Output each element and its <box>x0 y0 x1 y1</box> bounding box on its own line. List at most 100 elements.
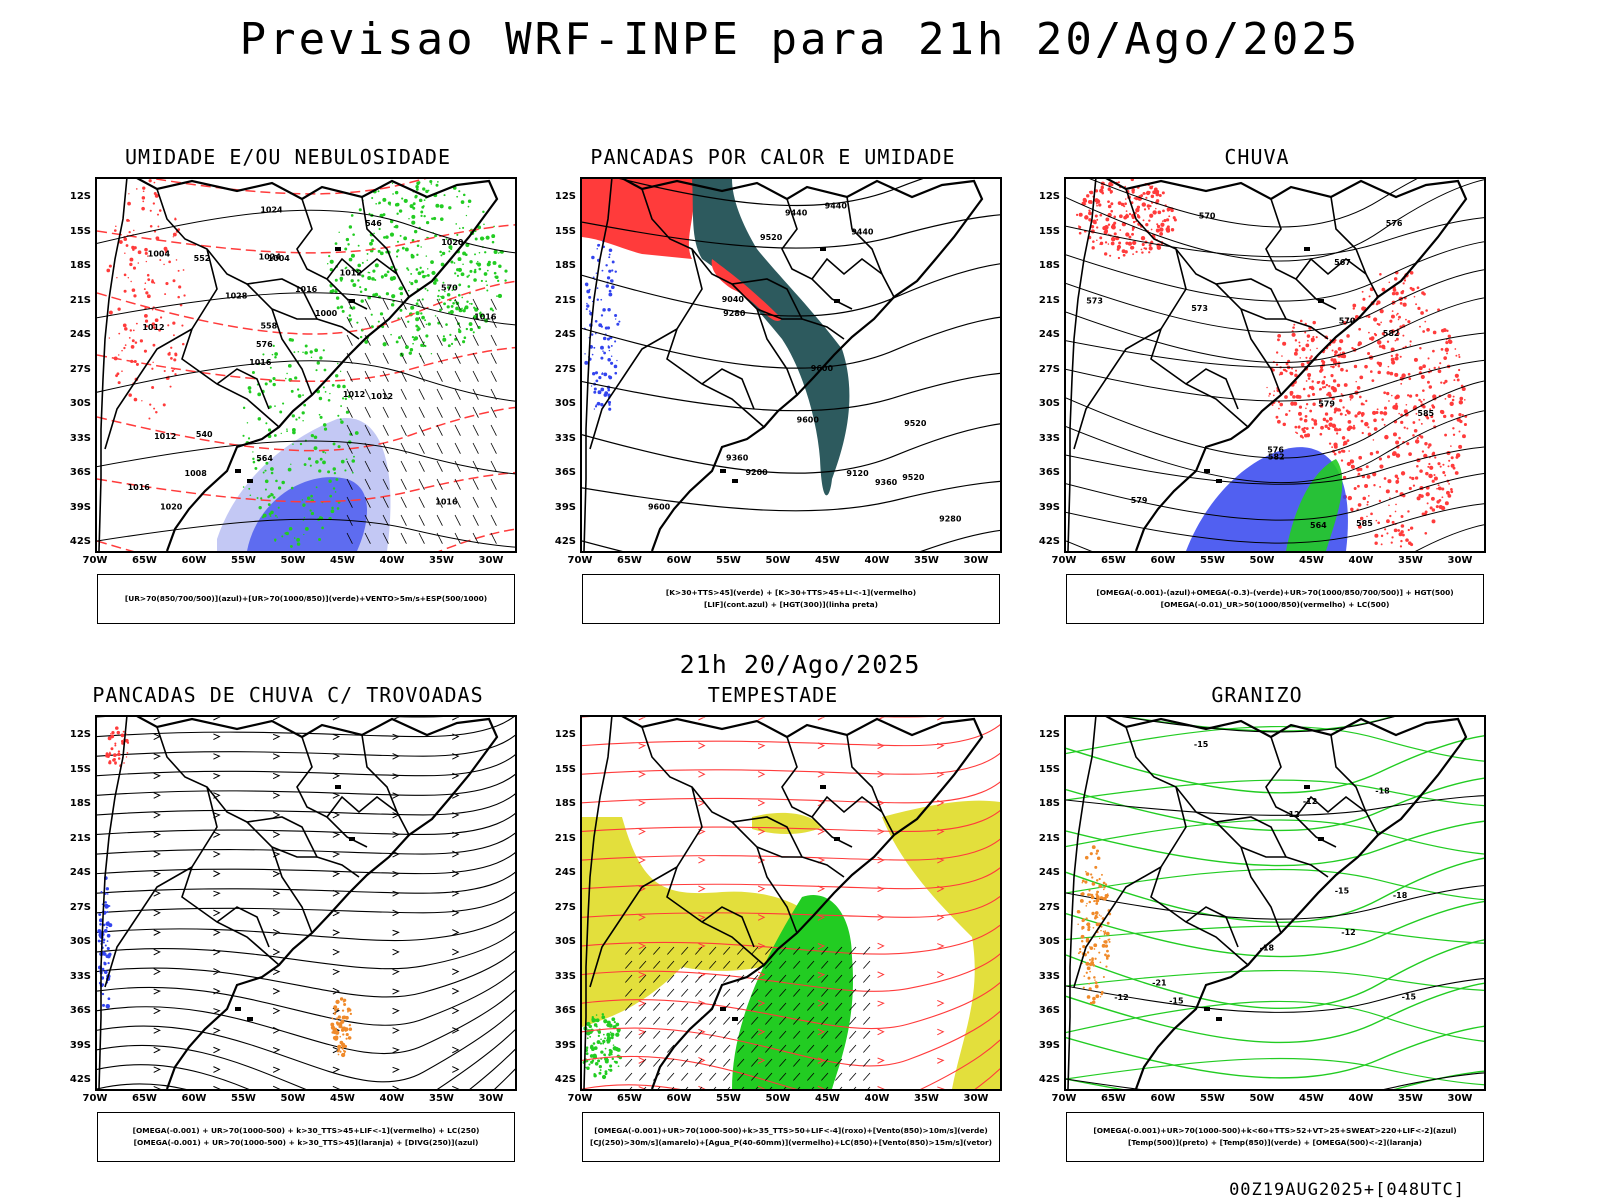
speckle <box>606 337 610 341</box>
speckle <box>281 535 284 538</box>
streamline-arrow <box>638 743 647 750</box>
speckle <box>1321 386 1325 389</box>
speckle <box>1088 211 1092 216</box>
streamline-arrow <box>757 743 766 750</box>
speckle <box>1426 380 1430 384</box>
speckle <box>1373 418 1377 423</box>
contour-line <box>1066 725 1484 762</box>
speckle <box>124 327 128 331</box>
wind-vector <box>681 1072 689 1081</box>
speckle <box>497 293 502 299</box>
speckle <box>170 346 173 349</box>
speckle <box>266 360 269 363</box>
speckle <box>1439 465 1442 468</box>
speckle <box>110 733 112 735</box>
speckle <box>479 313 484 318</box>
speckle <box>333 1030 338 1035</box>
wind-vector <box>709 1044 717 1053</box>
streamline-arrow <box>272 928 281 936</box>
streamline <box>582 781 1000 804</box>
speckle <box>379 251 384 256</box>
streamline-arrow <box>392 909 400 917</box>
wind-vector <box>821 1058 829 1067</box>
speckle <box>1148 251 1151 254</box>
speckle <box>1106 954 1110 958</box>
speckle <box>1085 939 1090 943</box>
contour-line <box>97 280 515 335</box>
state-border <box>1265 198 1337 310</box>
wind-vector <box>723 1044 731 1053</box>
contour-label: 1016 <box>128 483 151 492</box>
speckle <box>290 486 294 490</box>
speckle <box>1375 519 1378 522</box>
speckle <box>115 374 118 378</box>
speckle <box>386 270 390 274</box>
speckle <box>467 205 470 208</box>
speckle <box>340 420 344 424</box>
speckle <box>1305 356 1308 359</box>
speckle <box>1104 953 1107 957</box>
wind-vector <box>779 1016 787 1025</box>
speckle <box>422 316 425 320</box>
speckle <box>1078 212 1083 217</box>
speckle <box>443 194 446 197</box>
speckle <box>611 269 614 272</box>
speckle <box>1107 243 1110 245</box>
speckle <box>1103 931 1107 935</box>
speckle <box>615 1032 620 1037</box>
wind-vector <box>418 298 425 310</box>
streamline-arrow <box>153 753 161 760</box>
speckle <box>318 396 323 401</box>
speckle <box>1346 461 1351 467</box>
speckle <box>496 295 498 297</box>
speckle <box>105 1004 110 1009</box>
speckle <box>1367 495 1370 497</box>
lon-tick-label: 35W <box>914 1093 939 1104</box>
wind-vector <box>737 1044 745 1053</box>
wind-vector <box>751 946 759 955</box>
wind-vector <box>737 946 745 955</box>
wind-vector <box>821 988 829 997</box>
speckle <box>1437 486 1442 491</box>
speckle <box>417 271 422 276</box>
speckle <box>1376 408 1379 411</box>
wind-vector <box>418 370 425 382</box>
speckle <box>1107 187 1112 192</box>
streamline <box>582 867 1000 890</box>
speckle <box>167 352 171 356</box>
speckle <box>1373 483 1376 487</box>
speckle <box>1395 402 1398 405</box>
speckle <box>299 442 303 446</box>
speckle <box>1285 413 1288 417</box>
streamline <box>582 1039 1000 1089</box>
speckle <box>338 1024 343 1029</box>
run-info-label: 00Z19AUG2025+[048UTC] <box>1229 1180 1465 1200</box>
speckle <box>334 374 339 378</box>
speckle <box>430 183 433 185</box>
streamline-arrow <box>153 831 161 838</box>
wind-vector <box>364 532 371 544</box>
speckle <box>1375 450 1379 454</box>
speckle <box>593 390 597 394</box>
speckle <box>141 196 146 200</box>
lat-tick-label: 33S <box>1038 432 1060 444</box>
wind-vector <box>779 988 787 997</box>
speckle <box>1311 380 1314 383</box>
wind-vector <box>346 424 353 436</box>
speckle <box>1155 199 1160 203</box>
speckle <box>291 414 295 418</box>
speckle <box>102 1003 106 1007</box>
speckle <box>105 926 108 929</box>
speckle <box>607 308 611 312</box>
speckle <box>1094 189 1099 193</box>
streamline-arrow <box>757 1085 766 1089</box>
lat-tick-label: 42S <box>69 1074 91 1085</box>
speckle <box>271 353 274 356</box>
speckle <box>1386 340 1390 343</box>
lat-tick-label: 33S <box>69 970 91 982</box>
speckle <box>409 204 414 209</box>
speckle <box>1444 474 1447 477</box>
contour-line <box>1089 179 1418 228</box>
contour-line <box>1066 900 1484 958</box>
lake-marker <box>235 469 241 473</box>
